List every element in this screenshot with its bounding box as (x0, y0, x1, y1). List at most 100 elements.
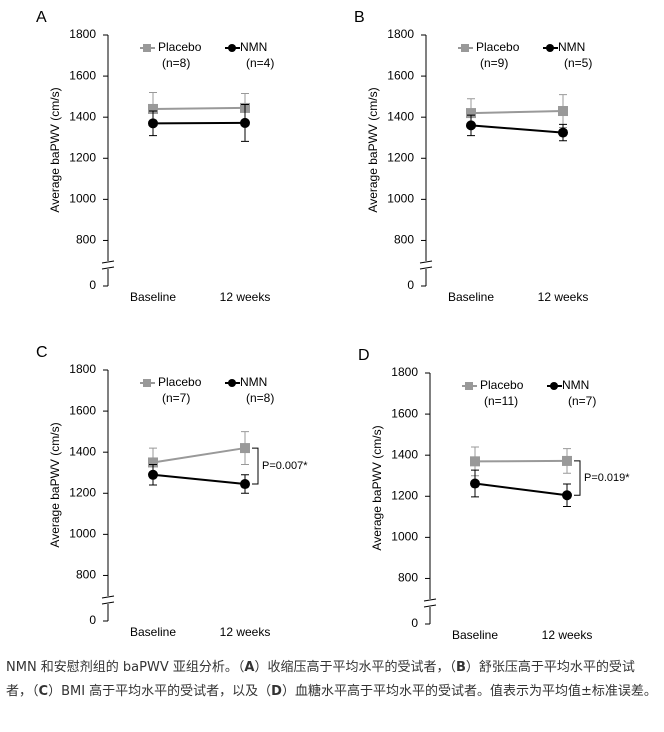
legend-label: NMN (240, 375, 267, 389)
chart-panel: A Average baPWV (cm/s) 0 800 1000 1200 1400 160… (36, 9, 274, 304)
y-axis-label: Average baPWV (cm/s) (370, 425, 384, 550)
y-tick-label: 1400 (69, 444, 96, 458)
data-point (562, 455, 572, 466)
x-tick-label: 12 weeks (538, 290, 589, 304)
caption-text: ）舒张压高于平均水平的受试者，（ (6, 660, 635, 699)
data-point (148, 118, 158, 129)
y-axis-label: Average baPWV (cm/s) (366, 87, 380, 212)
x-tick-label: 12 weeks (542, 628, 593, 642)
y-tick-label: 0 (89, 613, 96, 627)
legend-label: NMN (558, 40, 585, 54)
data-point (148, 457, 158, 468)
legend-marker (228, 379, 236, 387)
figure: A Average baPWV (cm/s) 0 800 1000 1200 1400 160… (36, 9, 630, 642)
legend-marker (143, 379, 151, 387)
p-value: P=0.019* (584, 472, 630, 484)
y-tick-label: 800 (76, 568, 96, 582)
data-point (148, 469, 158, 480)
chart-panel: B Average baPWV (cm/s) 0 800 1000 1200 1400 160… (354, 9, 592, 304)
data-point (466, 120, 476, 131)
y-tick-label: 1600 (391, 406, 418, 420)
legend-label: NMN (240, 40, 267, 54)
legend-n: (n=7) (568, 394, 596, 408)
axis-break (419, 260, 433, 286)
x-tick-label: 12 weeks (220, 290, 271, 304)
legend-n: (n=8) (162, 56, 190, 70)
y-tick-label: 1000 (69, 192, 96, 206)
axis-break (423, 598, 437, 624)
series-line (152, 106, 246, 110)
series-line (152, 447, 246, 464)
y-tick-label: 1800 (391, 365, 418, 379)
legend-marker (143, 44, 151, 52)
y-tick-label: 1800 (69, 362, 96, 376)
legend-label: NMN (562, 378, 589, 392)
data-point (558, 106, 568, 117)
legend-label: Placebo (476, 40, 520, 54)
y-tick-label: 1800 (69, 27, 96, 41)
y-axis-label: Average baPWV (cm/s) (48, 87, 62, 212)
data-point (470, 478, 480, 489)
x-tick-label: Baseline (130, 290, 176, 304)
data-point (240, 117, 250, 128)
y-tick-label: 1600 (387, 68, 414, 82)
y-tick-label: 1400 (391, 447, 418, 461)
data-point (240, 479, 250, 490)
x-tick-label: 12 weeks (220, 625, 271, 639)
y-tick-label: 1400 (387, 109, 414, 123)
x-tick-label: Baseline (130, 625, 176, 639)
data-point (240, 443, 250, 454)
legend-marker (465, 382, 473, 390)
panel-label: A (36, 9, 47, 26)
legend-n: (n=11) (484, 394, 518, 408)
legend-n: (n=8) (246, 391, 274, 405)
axis-break (101, 595, 115, 621)
y-tick-label: 1600 (69, 68, 96, 82)
chart-panel: C Average baPWV (cm/s) 0 800 1000 1200 1400 160… (36, 344, 308, 639)
legend-n: (n=4) (246, 56, 274, 70)
series-line (470, 110, 564, 115)
caption-text: NMN 和安慰剂组的 baPWV 亚组分析。（ (6, 660, 245, 675)
y-tick-label: 1200 (391, 488, 418, 502)
legend-marker (546, 44, 554, 52)
legend-marker (228, 44, 236, 52)
data-point (558, 127, 568, 138)
p-value: P=0.007* (262, 460, 308, 472)
y-tick-label: 1200 (387, 150, 414, 164)
x-tick-label: Baseline (452, 628, 498, 642)
y-tick-label: 1000 (387, 192, 414, 206)
y-tick-label: 1800 (387, 27, 414, 41)
caption-text: ）血糖水平高于平均水平的受试者。值表示为平均值±标准误差。 (281, 684, 657, 699)
data-point (466, 108, 476, 119)
legend-label: Placebo (158, 40, 202, 54)
y-tick-label: 1200 (69, 150, 96, 164)
significance-bracket (574, 460, 581, 496)
data-point (148, 103, 158, 114)
axis-break (101, 260, 115, 286)
legend-n: (n=7) (162, 391, 190, 405)
series-line (470, 124, 564, 134)
series-line (152, 473, 246, 486)
y-tick-label: 800 (394, 233, 414, 247)
y-axis-label: Average baPWV (cm/s) (48, 422, 62, 547)
y-tick-label: 0 (407, 278, 414, 292)
data-point (470, 456, 480, 467)
legend-n: (n=5) (564, 56, 592, 70)
legend-marker (550, 382, 558, 390)
y-tick-label: 1600 (69, 403, 96, 417)
data-point (562, 490, 572, 501)
panel-label: D (358, 347, 370, 364)
caption-text: ）收缩压高于平均水平的受试者，（ (254, 660, 456, 675)
caption-text: C (38, 684, 49, 699)
legend-label: Placebo (158, 375, 202, 389)
caption-text: D (271, 684, 282, 699)
y-tick-label: 0 (89, 278, 96, 292)
caption: NMN 和安慰剂组的 baPWV 亚组分析。（A）收缩压高于平均水平的受试者，（… (6, 656, 658, 704)
legend-label: Placebo (480, 378, 524, 392)
x-tick-label: Baseline (448, 290, 494, 304)
y-tick-label: 800 (398, 571, 418, 585)
panel-label: C (36, 344, 48, 361)
caption-text: B (455, 660, 466, 675)
y-tick-label: 800 (76, 233, 96, 247)
